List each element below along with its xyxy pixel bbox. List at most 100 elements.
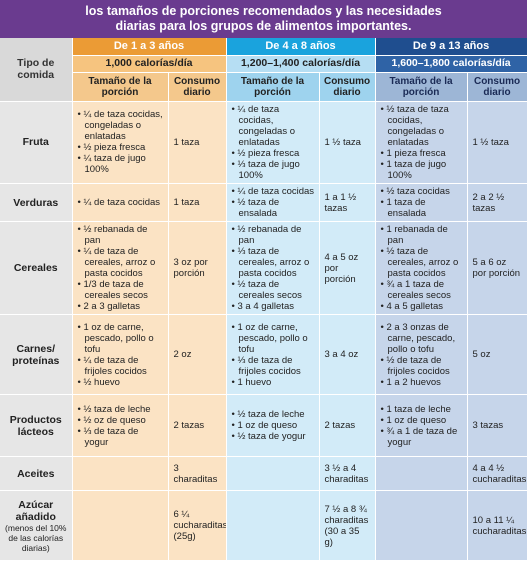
list-item: ¼ de taza cocidas: [78, 197, 165, 208]
age-header-4-8: De 4 a 8 años: [226, 38, 376, 56]
list-item: 1 oz de queso: [381, 415, 464, 426]
list-item: 1 a 2 huevos: [381, 377, 464, 388]
list-item: ½ de taza de frijoles cocidos: [381, 355, 464, 377]
list-item: ¼ taza de jugo 100%: [78, 153, 165, 175]
list-item: ¼ de taza cocidas: [232, 186, 316, 197]
portion-cell: [72, 456, 169, 491]
daily-amount-cell: 7 ½ a 8 ¾ charaditas (30 a 35 g): [319, 490, 376, 561]
table-row: Productos lácteos ½ taza de leche½ oz de …: [0, 394, 527, 457]
col-portion-4-8: Tamaño de la porción: [226, 72, 320, 102]
list-item: ⅓ de taza de yogur: [78, 426, 165, 448]
food-type-label: Cereales: [13, 262, 58, 274]
tipo-header: Tipo de comida: [0, 38, 73, 102]
list-item: ½ taza cocidas: [381, 186, 464, 197]
portion-cell: [375, 490, 468, 561]
table-row: Cereales½ rebanada de pan¼ de taza de ce…: [0, 221, 527, 315]
portion-cell: 1 oz de carne, pescado, pollo o tofu¼ de…: [72, 314, 169, 395]
daily-amount-cell: 1 ½ taza: [467, 101, 527, 184]
daily-amount-cell: 3 tazas: [467, 394, 527, 457]
list-item: ½ pieza fresca: [232, 148, 316, 159]
list-item: 1 huevo: [232, 377, 316, 388]
daily-amount-cell: 2 tazas: [319, 394, 376, 457]
list-item: ½ taza de leche: [78, 404, 165, 415]
daily-amount-cell: 4 a 4 ½ cucharaditas: [467, 456, 527, 491]
food-type-cell: Verduras: [0, 183, 73, 222]
calories-header-9-13: 1,600–1,800 calorías/día: [375, 55, 527, 73]
daily-amount-cell: 1 a 1 ½ tazas: [319, 183, 376, 222]
list-item: 3 a 4 galletas: [232, 301, 316, 312]
table-row: Azúcar añadido (menos del 10% de las calo…: [0, 490, 527, 561]
portion-list: ½ rebanada de pan⅓ taza de cereales, arr…: [227, 222, 319, 314]
list-item: ½ rebanada de pan: [78, 224, 165, 246]
calories-header-4-8: 1,200–1,400 calorías/día: [226, 55, 376, 73]
list-item: ⅓ taza de jugo 100%: [232, 159, 316, 181]
col-daily-1-3: Consumo diario: [168, 72, 227, 102]
list-item: ½ pieza fresca: [78, 142, 165, 153]
daily-amount-cell: 1 taza: [168, 183, 227, 222]
daily-amount-cell: 3 charaditas: [168, 456, 227, 491]
portion-list: ½ rebanada de pan¼ de taza de cereales, …: [73, 222, 168, 314]
portion-cell: ½ rebanada de pan¼ de taza de cereales, …: [72, 221, 169, 315]
portion-cell: [375, 456, 468, 491]
list-item: 1 oz de queso: [232, 420, 316, 431]
portion-list: 1 oz de carne, pescado, pollo o tofu⅓ de…: [227, 320, 319, 390]
daily-amount-cell: 10 a 11 ¼ cucharaditas: [467, 490, 527, 561]
daily-amount-cell: 3 oz por porción: [168, 221, 227, 315]
daily-amount-cell: 5 oz: [467, 314, 527, 395]
food-type-label: Carnes/ proteínas: [12, 342, 60, 367]
portion-list: ½ taza de taza cocidas, congeladas o enl…: [376, 102, 467, 183]
list-item: ½ taza de cereales secos: [232, 279, 316, 301]
age-header-1-3: De 1 a 3 años: [72, 38, 227, 56]
portion-cell: 1 taza de leche1 oz de queso¾ a 1 de taz…: [375, 394, 468, 457]
portion-cell: ½ taza de leche1 oz de queso½ taza de yo…: [226, 394, 320, 457]
portion-list: ¼ de taza cocidas, congeladas o enlatada…: [227, 102, 319, 183]
portion-table: Tipo de comida De 1 a 3 años De 4 a 8 añ…: [0, 38, 527, 102]
list-item: ½ taza de taza cocidas, congeladas o enl…: [381, 104, 464, 148]
table-row: Aceites 3 charaditas 3 ½ a 4 charaditas 4 a…: [0, 456, 527, 491]
daily-amount-cell: 3 ½ a 4 charaditas: [319, 456, 376, 491]
table-row: Fruta ¼ de taza cocidas, congeladas o enl…: [0, 101, 527, 184]
list-item: ½ taza de yogur: [232, 431, 316, 442]
daily-amount-cell: 3 a 4 oz: [319, 314, 376, 395]
list-item: 1 rebanada de pan: [381, 224, 464, 246]
daily-amount-cell: 6 ¼ cucharaditas (25g): [168, 490, 227, 561]
title-line-1: los tamaños de porciones recomendados y …: [85, 4, 442, 18]
col-portion-9-13: Tamaño de la porción: [375, 72, 468, 102]
list-item: 4 a 5 galletas: [381, 301, 464, 312]
portion-list: 1 rebanada de pan½ taza de cereales, arr…: [376, 222, 467, 314]
portion-table-body: Fruta ¼ de taza cocidas, congeladas o enl…: [0, 101, 527, 561]
list-item: ½ rebanada de pan: [232, 224, 316, 246]
list-item: 1 taza de leche: [381, 404, 464, 415]
portion-cell: 2 a 3 onzas de carne, pescado, pollo o t…: [375, 314, 468, 395]
list-item: ¼ de taza de cereales, arroz o pasta coc…: [78, 246, 165, 279]
portion-list: ¼ de taza cocidas: [73, 195, 168, 210]
list-item: 1 oz de carne, pescado, pollo o tofu: [78, 322, 165, 355]
food-type-label: Productos lácteos: [9, 413, 62, 438]
title-line-2: diarias para los grupos de alimentos imp…: [115, 19, 412, 33]
list-item: ¼ de taza de frijoles cocidos: [78, 355, 165, 377]
list-item: 1/3 de taza de cereales secos: [78, 279, 165, 301]
portion-cell: 1 oz de carne, pescado, pollo o tofu⅓ de…: [226, 314, 320, 395]
portion-cell: [226, 490, 320, 561]
portion-list: 1 oz de carne, pescado, pollo o tofu¼ de…: [73, 320, 168, 390]
list-item: ½ oz de queso: [78, 415, 165, 426]
portion-cell: ½ taza de taza cocidas, congeladas o enl…: [375, 101, 468, 184]
list-item: 1 pieza fresca: [381, 148, 464, 159]
list-item: ¼ de taza cocidas, congeladas o enlatada…: [78, 109, 165, 142]
portion-list: ½ taza de leche½ oz de queso⅓ de taza de…: [73, 402, 168, 450]
food-type-label: Azúcar añadido: [15, 498, 56, 523]
list-item: 1 taza de ensalada: [381, 197, 464, 219]
daily-amount-cell: 2 tazas: [168, 394, 227, 457]
list-item: ⅓ taza de cereales, arroz o pasta cocido…: [232, 246, 316, 279]
daily-amount-cell: 4 a 5 oz por porción: [319, 221, 376, 315]
table-row: Carnes/ proteínas 1 oz de carne, pescado,…: [0, 314, 527, 395]
food-type-note: (menos del 10% de las calorías diarias): [5, 522, 67, 553]
list-item: ¾ a 1 de taza de yogur: [381, 426, 464, 448]
daily-amount-cell: 2 a 2 ½ tazas: [467, 183, 527, 222]
list-item: 2 a 3 onzas de carne, pescado, pollo o t…: [381, 322, 464, 355]
